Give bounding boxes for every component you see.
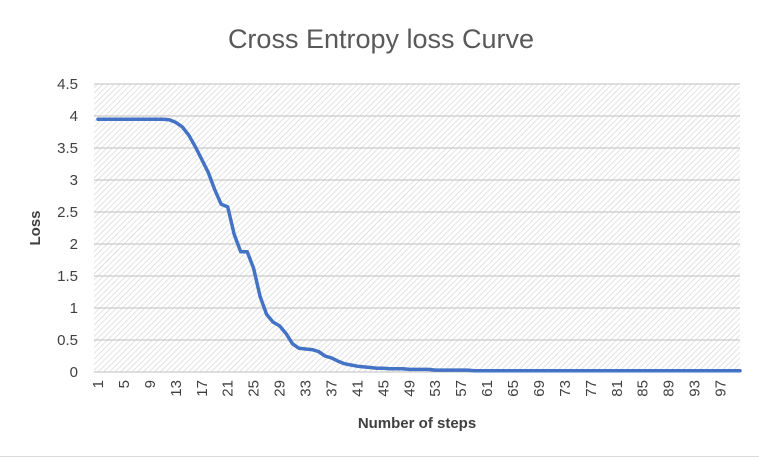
chart-title: Cross Entropy loss Curve bbox=[228, 24, 534, 54]
x-tick-label: 57 bbox=[453, 380, 470, 397]
x-tick-label: 89 bbox=[661, 380, 678, 397]
y-tick-label: 1.5 bbox=[57, 268, 78, 285]
x-tick-label: 73 bbox=[557, 380, 574, 397]
x-axis-label: Number of steps bbox=[358, 415, 476, 432]
x-tick-label: 97 bbox=[713, 380, 730, 397]
y-tick-label: 4 bbox=[70, 108, 78, 125]
x-axis-ticks: 1 5 9 13 17 21 25 29 33 37 41 45 49 53 57 61 65 69 73 77 81 8… bbox=[90, 380, 730, 397]
y-tick-label: 3 bbox=[70, 172, 78, 189]
x-tick-label: 45 bbox=[375, 380, 392, 397]
x-tick-label: 37 bbox=[323, 380, 340, 397]
y-tick-label: 3.5 bbox=[57, 140, 78, 157]
x-tick-label: 69 bbox=[531, 380, 548, 397]
y-tick-label: 1 bbox=[70, 300, 78, 317]
plot-area bbox=[94, 84, 740, 372]
x-tick-label: 29 bbox=[272, 380, 289, 397]
x-tick-label: 85 bbox=[635, 380, 652, 397]
y-tick-label: 0 bbox=[70, 364, 78, 381]
x-tick-label: 5 bbox=[116, 380, 133, 388]
x-tick-label: 17 bbox=[194, 380, 211, 397]
x-tick-label: 41 bbox=[349, 380, 366, 397]
y-tick-label: 2 bbox=[70, 236, 78, 253]
x-tick-label: 9 bbox=[142, 380, 159, 388]
x-tick-label: 77 bbox=[583, 380, 600, 397]
bottom-divider bbox=[0, 456, 759, 457]
x-tick-label: 93 bbox=[687, 380, 704, 397]
x-tick-label: 53 bbox=[427, 380, 444, 397]
y-axis-ticks: 0 0.5 1 1.5 2 2.5 3 3.5 4 4.5 bbox=[57, 76, 78, 381]
x-tick-label: 33 bbox=[298, 380, 315, 397]
x-tick-label: 21 bbox=[220, 380, 237, 397]
gridlines bbox=[94, 83, 740, 341]
y-tick-label: 2.5 bbox=[57, 204, 78, 221]
loss-series-line bbox=[96, 117, 742, 373]
y-tick-label: 4.5 bbox=[57, 76, 78, 93]
y-tick-label: 0.5 bbox=[57, 332, 78, 349]
x-tick-label: 13 bbox=[168, 380, 185, 397]
x-tick-label: 25 bbox=[246, 380, 263, 397]
x-tick-label: 65 bbox=[505, 380, 522, 397]
x-tick-label: 1 bbox=[90, 380, 107, 388]
x-tick-label: 61 bbox=[479, 380, 496, 397]
y-axis-label: Loss bbox=[27, 210, 44, 245]
x-tick-label: 81 bbox=[609, 380, 626, 397]
x-tick-label: 49 bbox=[401, 380, 418, 397]
